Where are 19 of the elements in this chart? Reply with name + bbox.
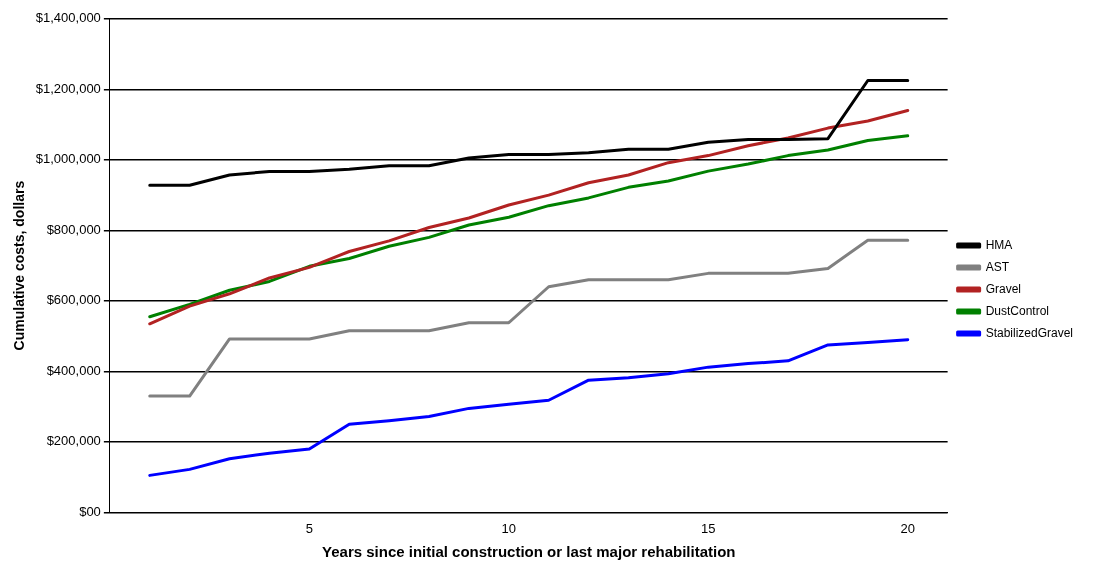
y-tick-label: $200,000: [46, 433, 101, 449]
legend-label: AST: [985, 259, 1010, 274]
x-tick-label: 10: [501, 520, 517, 536]
y-tick-label: $00: [79, 503, 101, 519]
x-tick-label: 20: [900, 520, 915, 536]
y-tick-label: $1,400,000: [35, 10, 101, 26]
y-tick-label: $1,000,000: [35, 151, 101, 167]
x-axis-title: Years since initial construction or last major rehabilitation: [322, 543, 736, 561]
legend-label: StabilizedGravel: [985, 325, 1073, 340]
x-tick-label: 5: [305, 520, 313, 536]
x-tick-label: 15: [701, 520, 716, 536]
legend-label: HMA: [985, 237, 1013, 252]
y-tick-label: $800,000: [46, 221, 101, 237]
y-tick-label: $1,200,000: [35, 80, 101, 96]
y-tick-label: $400,000: [46, 362, 101, 378]
y-tick-label: $600,000: [46, 292, 101, 308]
y-axis-title: Cumulative costs, dollars: [11, 180, 28, 351]
legend-label: Gravel: [985, 281, 1021, 296]
legend-label: DustControl: [985, 303, 1049, 318]
